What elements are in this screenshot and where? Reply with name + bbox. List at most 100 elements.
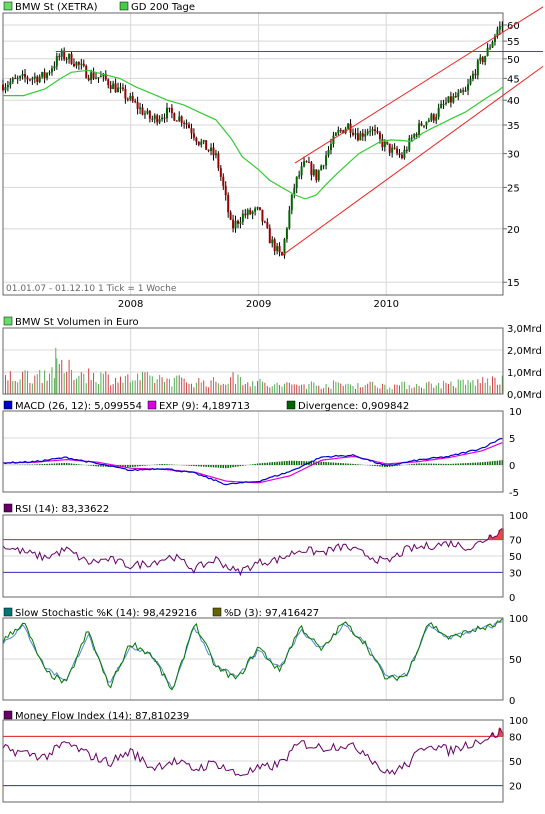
vol-legend-swatch bbox=[3, 316, 13, 326]
price-candle-body bbox=[276, 246, 279, 252]
price-candle-body bbox=[224, 185, 227, 196]
price-candle-body bbox=[124, 88, 127, 99]
price-candle-body bbox=[361, 133, 364, 137]
price-footer-text: 01.01.07 - 01.12.10 1 Tick = 1 Woche bbox=[6, 284, 177, 294]
price-candle-body bbox=[305, 161, 308, 163]
price-candle-body bbox=[156, 115, 159, 123]
macd-line bbox=[2, 438, 503, 486]
price-ytick-label-4: 35 bbox=[507, 121, 520, 132]
stoch-k-line bbox=[2, 618, 503, 691]
mfi-ytick-label-1: 50 bbox=[509, 757, 522, 768]
macd-legend-label-0: MACD (26, 12): 5,099554 bbox=[15, 401, 142, 412]
price-candle-body bbox=[432, 114, 435, 121]
price-candle-body bbox=[6, 85, 9, 88]
price-candle-body bbox=[234, 220, 237, 229]
price-candle-body bbox=[136, 102, 139, 109]
price-candle-body bbox=[190, 128, 193, 134]
price-candle-body bbox=[214, 153, 217, 156]
price-candle-body bbox=[148, 110, 151, 119]
price-candle-body bbox=[131, 95, 134, 102]
price-candle-body bbox=[310, 162, 313, 176]
mfi-ytick-label-0: 20 bbox=[509, 782, 522, 793]
price-candle-body bbox=[396, 148, 399, 154]
stoch-frame bbox=[2, 617, 504, 701]
exp-line bbox=[3, 442, 503, 484]
price-candle-body bbox=[307, 161, 310, 163]
price-candle-body bbox=[236, 220, 239, 224]
price-candle-body bbox=[254, 208, 257, 212]
stoch-ytick-label-0: 0 bbox=[509, 696, 515, 707]
price-candle-body bbox=[484, 56, 487, 63]
price-candle-body bbox=[180, 116, 183, 123]
price-candle-body bbox=[327, 150, 330, 156]
price-candle-body bbox=[65, 59, 68, 61]
price-candle-body bbox=[28, 79, 31, 81]
price-candle-body bbox=[178, 116, 181, 121]
price-candle-body bbox=[415, 134, 418, 136]
price-candle-body bbox=[320, 165, 323, 171]
stoch-ytick-label-2: 100 bbox=[509, 614, 528, 625]
price-candle-body bbox=[197, 141, 200, 145]
price-candle-body bbox=[68, 53, 71, 60]
mfi-legend-label-0: Money Flow Index (14): 87,810239 bbox=[15, 711, 189, 722]
price-candle-body bbox=[339, 130, 342, 132]
price-candle-body bbox=[400, 154, 403, 159]
vol-legend-label: BMW St Volumen in Euro bbox=[15, 317, 139, 328]
price-candle-body bbox=[36, 76, 39, 83]
price-candle-body bbox=[119, 87, 122, 89]
price-candle-body bbox=[298, 175, 301, 177]
price-candle-body bbox=[474, 73, 477, 76]
price-candle-body bbox=[440, 103, 443, 108]
price-candle-body bbox=[168, 107, 171, 109]
price-candle-body bbox=[445, 102, 448, 104]
price-candle-body bbox=[46, 73, 49, 79]
price-candle-body bbox=[26, 77, 29, 80]
price-candle-body bbox=[430, 114, 433, 121]
price-candle-body bbox=[222, 176, 225, 186]
price-candle-body bbox=[295, 176, 298, 189]
price-candle-body bbox=[410, 137, 413, 139]
price-candle-body bbox=[347, 123, 350, 129]
price-candle-body bbox=[408, 138, 411, 151]
price-legend-swatch-1 bbox=[119, 1, 129, 11]
macd-legend-swatch-1 bbox=[147, 400, 157, 410]
price-candle-body bbox=[9, 81, 12, 86]
price-candle-body bbox=[200, 141, 203, 145]
price-candle-body bbox=[249, 209, 252, 215]
price-candle-body bbox=[217, 153, 220, 169]
x-axis-label-1: 2009 bbox=[246, 299, 271, 310]
price-candle-body bbox=[102, 73, 105, 77]
stoch-legend-swatch-1 bbox=[212, 607, 222, 617]
channel-lower-line bbox=[281, 65, 544, 257]
price-candle-body bbox=[425, 121, 428, 126]
price-candle-body bbox=[418, 123, 421, 136]
price-candle-body bbox=[227, 195, 230, 213]
price-candle-body bbox=[82, 63, 85, 66]
rsi-ytick-label-3: 70 bbox=[509, 536, 522, 547]
vol-frame bbox=[2, 327, 504, 395]
price-candle-body bbox=[239, 221, 242, 224]
price-candle-body bbox=[151, 118, 154, 120]
price-candle-body bbox=[501, 25, 504, 27]
price-candle-body bbox=[498, 26, 501, 30]
price-candle-body bbox=[161, 117, 164, 120]
price-candle-body bbox=[283, 239, 286, 256]
price-candle-body bbox=[266, 222, 269, 228]
price-candle-body bbox=[332, 135, 335, 145]
stoch-legend-label-0: Slow Stochastic %K (14): 98,429216 bbox=[15, 608, 197, 619]
price-candle-body bbox=[329, 144, 332, 151]
price-candle-body bbox=[383, 141, 386, 148]
price-candle-body bbox=[11, 78, 14, 82]
price-candle-body bbox=[398, 153, 401, 155]
price-candle-body bbox=[381, 138, 384, 148]
price-candle-body bbox=[371, 129, 374, 131]
price-candle-body bbox=[80, 63, 83, 65]
price-candle-body bbox=[405, 149, 408, 151]
price-candle-body bbox=[95, 77, 98, 79]
x-axis-label-2: 2010 bbox=[373, 299, 398, 310]
price-candle-body bbox=[447, 96, 450, 103]
price-candle-body bbox=[366, 131, 369, 134]
price-candle-body bbox=[21, 74, 24, 77]
price-candle-body bbox=[195, 137, 198, 142]
price-candle-body bbox=[403, 149, 406, 159]
